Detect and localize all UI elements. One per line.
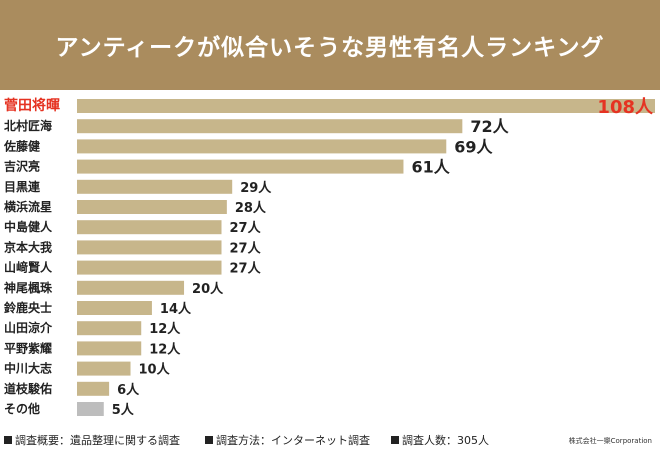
- bar: [77, 119, 463, 134]
- survey-method-note: 調査方法：インターネット調査: [205, 432, 370, 448]
- bar: [77, 301, 152, 315]
- value-label: 72人: [470, 117, 509, 136]
- category-label: 鈴鹿央士: [4, 300, 52, 315]
- category-label: その他: [4, 401, 40, 416]
- value-label: 27人: [230, 261, 262, 277]
- value-label: 27人: [230, 220, 262, 236]
- value-label: 29人: [240, 180, 272, 196]
- chart-header: アンティークが似合いそうな男性有名人ランキング: [0, 0, 660, 90]
- bar: [77, 280, 185, 295]
- bar: [77, 361, 131, 376]
- value-label: 61人: [411, 158, 450, 177]
- company-credit: 株式会社一樂Corporation: [568, 437, 652, 445]
- bar: [77, 240, 222, 255]
- category-label: 横浜流星: [4, 199, 52, 214]
- category-label: 神尾楓珠: [4, 280, 53, 295]
- survey-count-note: 調査人数：305人: [391, 432, 489, 448]
- category-label: 中島健人: [4, 219, 53, 234]
- bar: [77, 260, 222, 275]
- category-label: 山田涼介: [4, 320, 53, 335]
- value-label: 14人: [160, 301, 192, 317]
- value-label: 20人: [192, 281, 224, 297]
- value-label: 10人: [139, 362, 171, 378]
- value-label: 12人: [149, 321, 181, 337]
- category-label: 佐藤健: [3, 138, 41, 153]
- bar: [77, 139, 447, 154]
- value-label: 69人: [454, 137, 493, 156]
- bar: [77, 220, 222, 235]
- bar: [77, 159, 404, 174]
- value-label: 5人: [112, 402, 135, 418]
- survey-summary-note: 調査概要：遺品整理に関する調査: [4, 432, 180, 448]
- category-label: 北村匠海: [4, 118, 52, 133]
- chart-title: アンティークが似合いそうな男性有名人ランキング: [55, 35, 605, 61]
- footer: 調査概要：遺品整理に関する調査 調査方法：インターネット調査 調査人数：305人…: [0, 430, 660, 450]
- bar: [77, 341, 142, 356]
- category-label: 道枝駿佑: [4, 381, 52, 396]
- bar: [77, 179, 233, 194]
- value-label: 27人: [230, 240, 262, 256]
- bar: [77, 402, 104, 416]
- bar: [77, 321, 142, 336]
- category-label: 山﨑賢人: [4, 260, 53, 275]
- category-label: 中川大志: [4, 361, 52, 376]
- category-label: 吉沢亮: [4, 159, 40, 174]
- value-label: 28人: [235, 200, 267, 216]
- value-label: 6人: [117, 382, 140, 398]
- category-label: 京本大我: [4, 239, 52, 254]
- bar: [77, 381, 110, 396]
- value-label: 12人: [149, 341, 181, 357]
- category-label: 平野紫耀: [4, 340, 52, 355]
- category-label: 目黒連: [4, 179, 41, 194]
- bar: [77, 200, 227, 214]
- category-label: 菅田将暉: [4, 97, 60, 114]
- value-label: 108人: [597, 97, 654, 118]
- bar: [77, 99, 655, 113]
